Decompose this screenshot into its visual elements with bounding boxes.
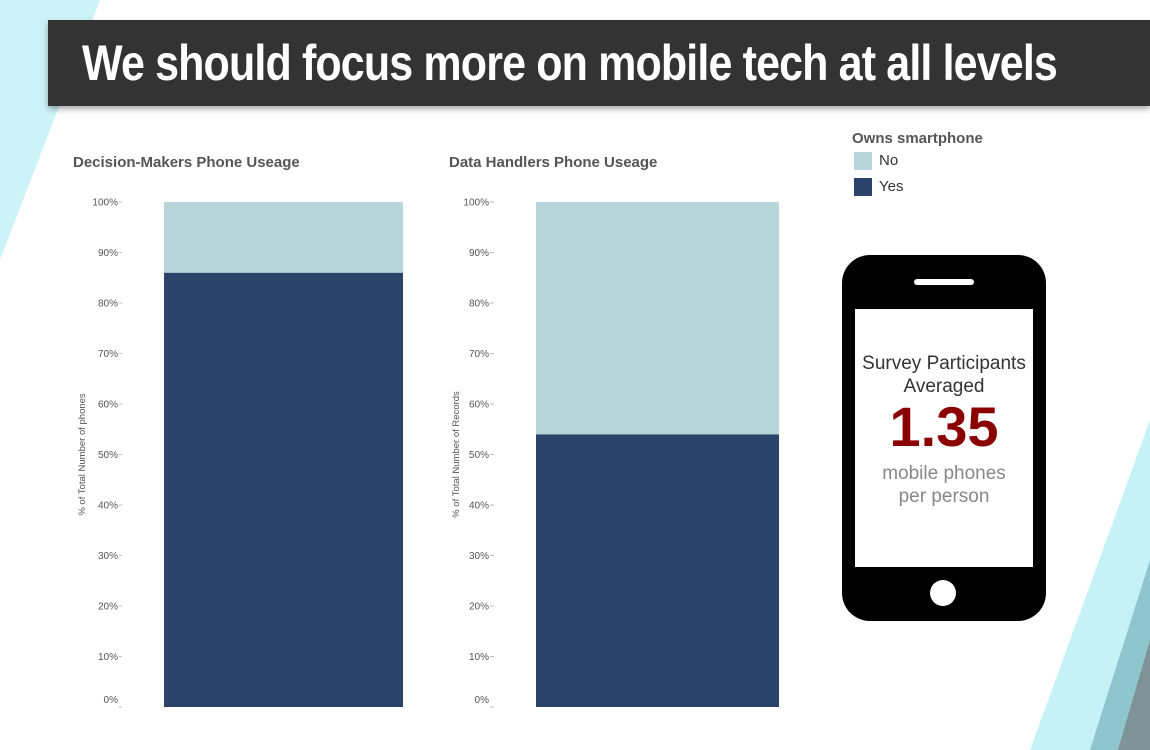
background-stripe-right-dark: [1118, 640, 1150, 750]
chart-title-decision-makers: Decision-Makers Phone Useage: [73, 154, 300, 171]
callout-value: 1.35: [889, 395, 999, 458]
phone-screen: Survey Participants Averaged 1.35 mobile…: [855, 309, 1033, 567]
y-tick-label: 40%: [98, 501, 118, 512]
legend-swatch-yes: [854, 178, 872, 196]
y-tick-label: 10%: [98, 652, 118, 663]
chart-title-data-handlers: Data Handlers Phone Useage: [449, 154, 658, 171]
y-tick-label: 100%: [463, 198, 489, 209]
bar-segment-yes: [536, 434, 779, 707]
y-tick-label: 80%: [98, 299, 118, 310]
bar-segment-no: [164, 202, 403, 273]
y-tick-label: 70%: [98, 349, 118, 360]
y-tick-label: 50%: [98, 450, 118, 461]
phone-home-button: [930, 580, 956, 606]
y-tick-label: 90%: [98, 248, 118, 259]
callout-line-4: per person: [898, 486, 990, 507]
y-tick-label: 20%: [98, 602, 118, 613]
y-tick-label: 50%: [469, 450, 489, 461]
legend-swatch-no: [854, 152, 872, 170]
y-tick-label: 0%: [475, 695, 490, 706]
y-axis-label: % of Total Number of phones: [77, 393, 88, 516]
callout-line-1: Survey Participants: [862, 353, 1026, 374]
y-tick-label: 70%: [469, 349, 489, 360]
y-tick-label: 20%: [469, 602, 489, 613]
callout-line-2: Averaged: [903, 376, 985, 397]
page-title: We should focus more on mobile tech at a…: [82, 35, 1058, 91]
y-tick-label: 90%: [469, 248, 489, 259]
y-tick-label: 60%: [469, 400, 489, 411]
y-tick-label: 0%: [104, 695, 119, 706]
y-tick-label: 30%: [98, 551, 118, 562]
y-tick-label: 30%: [469, 551, 489, 562]
y-tick-label: 40%: [469, 501, 489, 512]
phone-speaker: [914, 279, 974, 285]
y-axis-label: % of Total Number of Records: [451, 391, 462, 518]
callout-line-3: mobile phones: [882, 463, 1006, 484]
y-tick-label: 10%: [469, 652, 489, 663]
y-tick-label: 80%: [469, 299, 489, 310]
legend-label-yes: Yes: [879, 178, 904, 195]
bar-segment-yes: [164, 272, 403, 707]
title-banner: We should focus more on mobile tech at a…: [48, 20, 1150, 106]
y-tick-label: 100%: [92, 198, 118, 209]
bar-segment-no: [536, 202, 779, 435]
smartphone-icon: Survey Participants Averaged 1.35 mobile…: [842, 255, 1046, 621]
legend-label-no: No: [879, 152, 899, 169]
y-tick-label: 60%: [98, 400, 118, 411]
legend-title: Owns smartphone: [852, 130, 983, 147]
